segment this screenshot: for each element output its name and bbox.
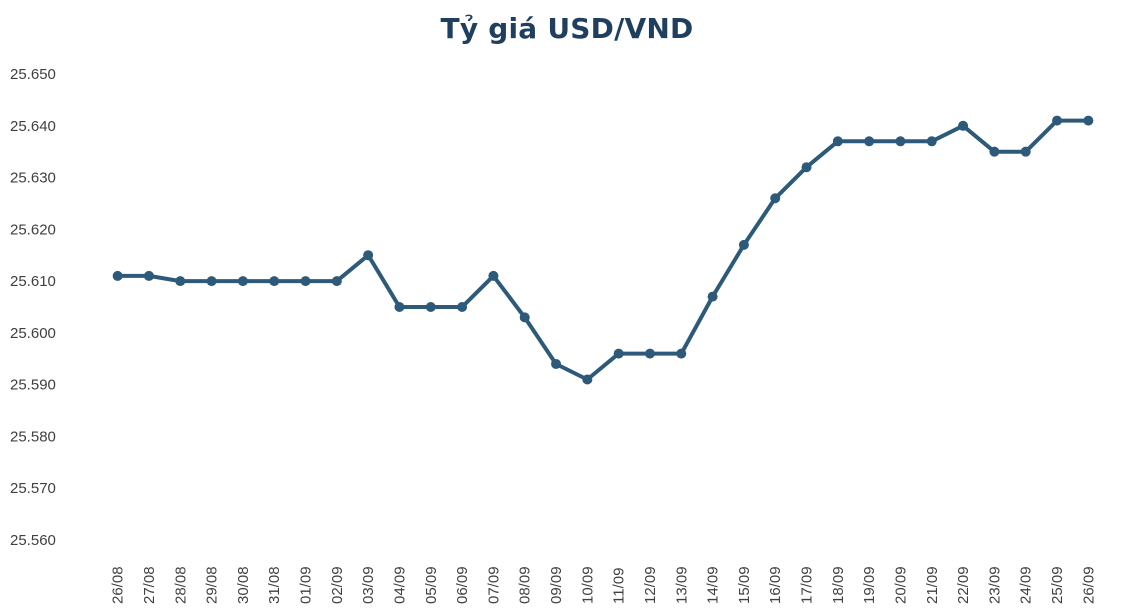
x-tick-label: 04/09 [391,566,408,604]
x-axis: 26/08 27/08 28/08 29/08 30/08 31/08 01/09 02/09… [110,566,1098,604]
y-tick-label: 25.610 [10,273,56,290]
y-tick-label: 25.650 [10,66,56,83]
y-tick-label: 25.570 [10,480,56,497]
data-point [738,239,749,250]
data-point [425,302,436,312]
data-point [1020,146,1031,157]
x-tick-label: 02/09 [329,566,346,604]
data-point [300,276,311,287]
x-tick-label: 26/09 [1080,566,1097,604]
x-tick-label: 10/09 [579,566,596,604]
data-point [801,162,812,173]
x-tick-label: 06/09 [454,566,471,604]
x-tick-label: 23/09 [986,566,1003,604]
x-tick-label: 13/09 [673,566,690,604]
data-point [676,348,687,359]
x-tick-label: 18/09 [830,566,847,604]
y-tick-label: 25.630 [10,170,56,187]
x-tick-label: 20/09 [892,566,909,604]
data-point [770,193,781,204]
x-tick-label: 19/09 [861,566,878,604]
data-point [707,291,718,302]
x-tick-label: 16/09 [767,566,784,604]
x-tick-label: 24/09 [1018,566,1035,604]
data-point [644,348,655,359]
data-point [112,270,123,281]
x-tick-label: 27/08 [141,566,158,604]
x-tick-label: 31/08 [266,566,283,604]
data-point [457,302,468,312]
data-point [269,276,280,287]
x-tick-label: 22/09 [955,566,972,604]
x-tick-label: 09/09 [548,566,565,604]
data-point [1083,115,1094,126]
x-tick-label: 30/08 [235,566,252,604]
x-tick-label: 11/09 [611,568,628,604]
chart-title: Tỷ giá USD/VND [440,12,694,45]
x-tick-label: 03/09 [360,566,377,604]
x-tick-label: 05/09 [423,566,440,604]
x-tick-label: 01/09 [298,566,315,604]
y-tick-label: 25.560 [10,532,56,549]
data-point [582,374,593,385]
x-tick-label: 14/09 [705,566,722,604]
x-tick-label: 08/09 [517,566,534,604]
y-tick-label: 25.590 [10,377,56,394]
y-tick-label: 25.600 [10,325,56,342]
y-tick-label: 25.640 [10,118,56,135]
data-point [175,276,186,287]
data-point [926,136,937,147]
data-point [1052,115,1063,126]
x-tick-label: 28/08 [172,566,189,604]
x-tick-label: 15/09 [736,566,753,604]
x-tick-label: 26/08 [110,566,127,604]
data-point [488,270,499,281]
x-tick-label: 25/09 [1049,566,1066,604]
series-line [115,118,1091,382]
x-tick-label: 29/08 [204,566,221,604]
y-tick-label: 25.620 [10,221,56,238]
x-tick-label: 21/09 [924,566,941,604]
data-point [613,348,624,359]
x-tick-label: 07/09 [485,566,502,604]
data-point [551,358,562,369]
data-point [864,136,875,147]
data-point [143,270,154,281]
data-point [394,302,405,312]
data-point [206,276,217,287]
series-layer [112,115,1094,385]
data-point [237,276,248,287]
y-tick-label: 25.580 [10,428,56,445]
data-point [958,120,969,131]
data-point [989,146,1000,157]
data-point [331,276,342,287]
data-point [832,136,843,147]
data-point [895,136,906,147]
x-tick-label: 12/09 [642,566,659,604]
data-point [363,250,374,261]
x-tick-label: 17/09 [799,566,816,604]
y-axis: 25.560 25.570 25.580 25.590 25.600 25.610 25.6… [10,66,56,549]
data-point [519,312,530,323]
